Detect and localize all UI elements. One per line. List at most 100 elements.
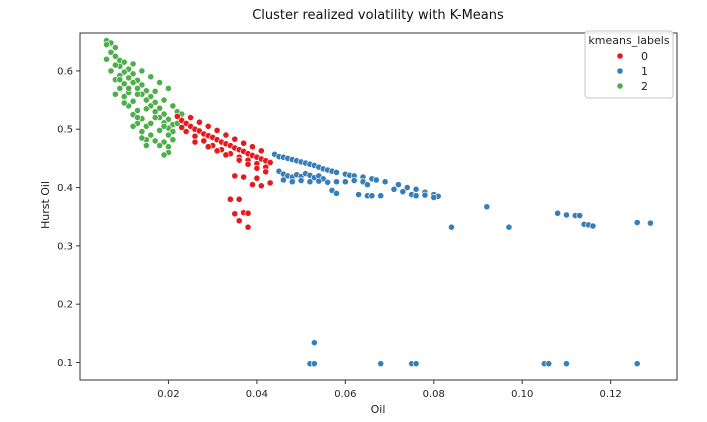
scatter-point-cluster-2	[129, 97, 137, 105]
scatter-point-cluster-2	[138, 67, 146, 75]
scatter-point-cluster-2	[169, 136, 177, 144]
scatter-point-cluster-1	[421, 191, 429, 199]
scatter-point-cluster-2	[156, 104, 163, 112]
scatter-point-cluster-2	[151, 108, 159, 116]
x-tick-label: 0.12	[600, 389, 622, 400]
scatter-point-cluster-0	[213, 147, 221, 155]
scatter-point-cluster-0	[226, 195, 234, 203]
scatter-point-cluster-2	[107, 48, 115, 56]
scatter-point-cluster-2	[120, 68, 128, 76]
scatter-point-cluster-1	[483, 203, 491, 211]
scatter-point-cluster-2	[120, 58, 128, 66]
scatter-point-cluster-2	[134, 107, 141, 114]
scatter-point-cluster-1	[647, 219, 654, 227]
scatter-point-cluster-2	[125, 74, 133, 82]
scatter-point-cluster-2	[142, 87, 150, 95]
scatter-point-cluster-1	[554, 209, 561, 217]
x-tick-label: 0.02	[157, 389, 179, 400]
x-axis-ticks: 0.02 0.04 0.06 0.08 0.10 0.12	[157, 380, 622, 400]
scatter-point-cluster-1	[280, 176, 287, 184]
legend-entry-0: 0	[641, 50, 648, 63]
scatter-point-cluster-2	[111, 52, 119, 60]
scatter-point-cluster-2	[138, 128, 146, 135]
scatter-point-cluster-2	[142, 142, 150, 149]
scatter-point-cluster-2	[134, 90, 141, 98]
scatter-point-cluster-1	[368, 192, 376, 200]
scatter-point-cluster-0	[253, 164, 261, 172]
scatter-point-cluster-0	[191, 132, 199, 140]
scatter-point-cluster-1	[563, 360, 570, 368]
scatter-point-cluster-2	[169, 102, 177, 110]
scatter-point-cluster-0	[244, 223, 252, 231]
scatter-point-cluster-1	[633, 360, 641, 368]
scatter-point-cluster-2	[151, 114, 159, 121]
scatter-point-cluster-2	[165, 85, 172, 92]
scatter-point-cluster-1	[545, 360, 553, 368]
scatter-point-cluster-2	[160, 96, 168, 104]
scatter-point-cluster-1	[306, 178, 314, 186]
scatter-point-cluster-1	[372, 176, 380, 184]
scatter-point-cluster-0	[235, 195, 243, 203]
x-tick-label: 0.08	[423, 389, 445, 400]
scatter-point-cluster-0	[235, 156, 243, 164]
scatter-point-cluster-2	[156, 126, 163, 134]
scatter-point-cluster-2	[156, 79, 163, 86]
scatter-point-cluster-2	[107, 67, 115, 75]
y-tick-label: 0.2	[57, 300, 73, 311]
scatter-point-cluster-1	[377, 192, 385, 200]
scatter-point-cluster-0	[257, 147, 265, 155]
scatter-point-cluster-2	[129, 122, 137, 130]
scatter-point-cluster-0	[204, 122, 212, 130]
scatter-point-cluster-1	[310, 339, 318, 347]
y-axis-label: Hurst Oil	[39, 181, 52, 229]
scatter-point-cluster-2	[120, 80, 128, 88]
scatter-point-cluster-2	[116, 76, 124, 84]
scatter-point-cluster-1	[364, 181, 371, 189]
scatter-point-cluster-1	[310, 360, 318, 368]
scatter-point-cluster-1	[333, 168, 340, 176]
legend-marker-1	[616, 67, 624, 75]
legend: kmeans_labels 0 1 2	[584, 30, 674, 99]
scatter-point-cluster-2	[138, 81, 146, 89]
scatter-point-cluster-2	[142, 105, 150, 113]
scatter-point-cluster-2	[156, 142, 163, 149]
scatter-point-cluster-0	[204, 143, 212, 151]
scatter-point-cluster-0	[249, 181, 256, 189]
legend-marker-2	[616, 82, 624, 90]
legend-entry-2: 2	[641, 80, 648, 93]
scatter-point-cluster-0	[249, 143, 256, 151]
y-tick-label: 0.5	[57, 125, 73, 136]
scatter-point-cluster-1	[333, 189, 340, 197]
scatter-point-cluster-2	[151, 137, 159, 145]
scatter-point-cluster-0	[240, 139, 248, 147]
scatter-point-cluster-1	[412, 360, 420, 368]
scatter-point-cluster-0	[195, 118, 203, 126]
x-tick-label: 0.04	[246, 389, 268, 400]
scatter-point-cluster-2	[111, 61, 119, 69]
scatter-point-cluster-2	[165, 115, 172, 123]
scatter-point-cluster-2	[160, 122, 168, 130]
scatter-point-cluster-2	[165, 131, 172, 139]
scatter-point-cluster-0	[235, 217, 243, 225]
scatter-point-cluster-1	[288, 178, 296, 186]
scatter-point-cluster-2	[111, 90, 119, 98]
scatter-point-cluster-1	[633, 219, 641, 226]
scatter-point-cluster-2	[129, 70, 137, 78]
scatter-point-cluster-0	[244, 160, 252, 168]
y-tick-label: 0.6	[57, 66, 73, 77]
scatter-point-cluster-0	[253, 174, 261, 182]
scatter-point-cluster-2	[129, 60, 137, 68]
scatter-point-cluster-1	[355, 191, 362, 198]
scatter-point-cluster-1	[333, 178, 340, 186]
scatter-point-cluster-1	[430, 194, 438, 201]
scatter-point-cluster-2	[138, 134, 146, 142]
chart-title: Cluster realized volatility with K-Means	[252, 8, 504, 23]
scatter-point-cluster-0	[231, 210, 239, 218]
scatter-point-cluster-2	[142, 96, 150, 104]
legend-entry-1: 1	[641, 65, 648, 78]
y-tick-label: 0.4	[57, 183, 73, 194]
scatter-point-cluster-2	[103, 55, 110, 63]
x-tick-label: 0.06	[334, 389, 356, 400]
scatter-point-cluster-2	[169, 128, 177, 135]
